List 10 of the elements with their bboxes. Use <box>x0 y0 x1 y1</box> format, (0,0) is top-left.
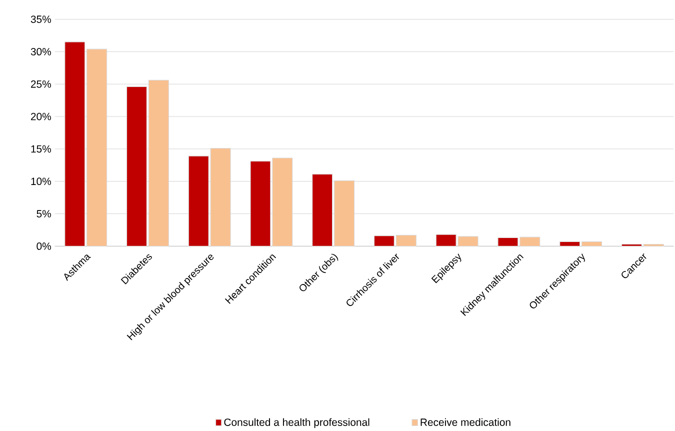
y-tick-label: 0% <box>36 242 51 250</box>
legend-label: Receive medication <box>420 418 510 426</box>
y-tick-label: 25% <box>31 80 51 88</box>
y-tick-label: 30% <box>30 48 51 56</box>
y-tick-label: 10% <box>31 178 51 185</box>
y-tick-label: 20% <box>31 112 51 120</box>
y-tick-label: 35% <box>30 15 51 23</box>
y-tick-label: 15% <box>31 145 51 152</box>
legend-label: Consulted a health professional <box>224 418 370 428</box>
y-tick-label: 5% <box>36 210 51 218</box>
